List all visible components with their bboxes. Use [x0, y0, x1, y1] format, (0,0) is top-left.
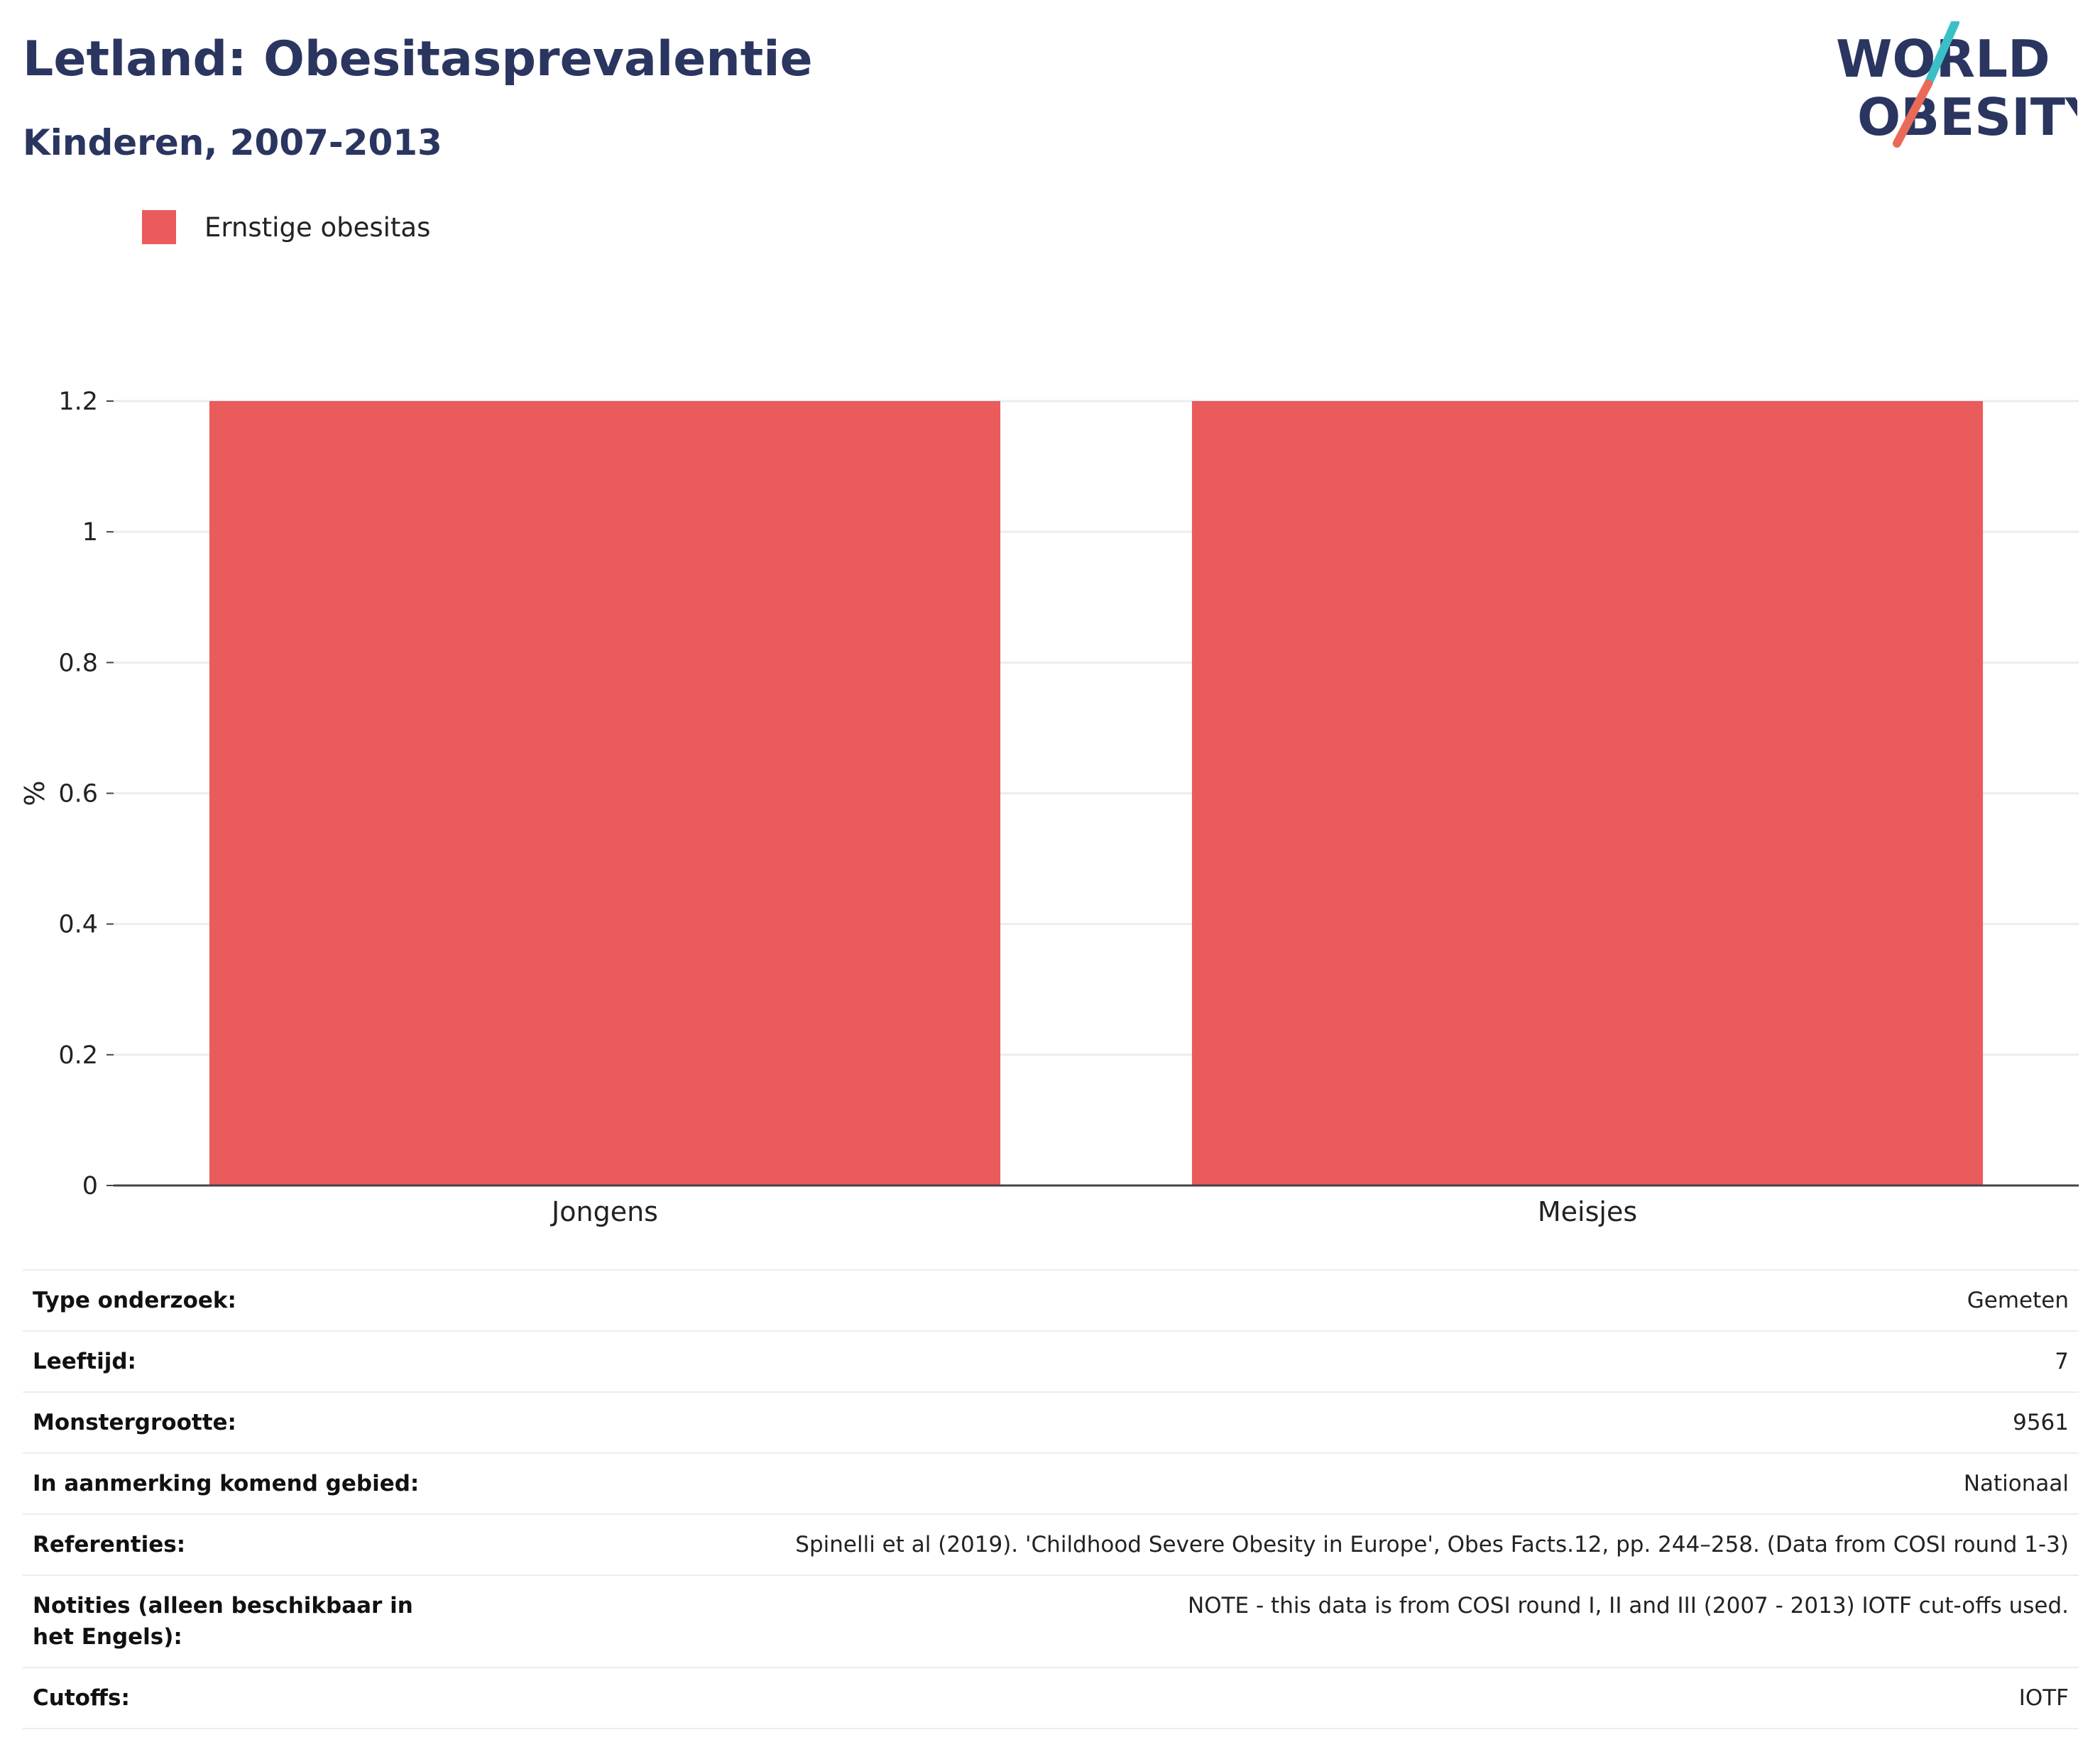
logo-slash-top [1924, 21, 1959, 88]
info-key: In aanmerking komend gebied: [33, 1471, 420, 1496]
info-value: IOTF [2018, 1685, 2069, 1711]
info-value: Gemeten [1967, 1288, 2069, 1313]
info-value: Nationaal [1963, 1471, 2069, 1496]
info-value: Spinelli et al (2019). 'Childhood Severe… [795, 1532, 2069, 1557]
world-obesity-logo: WORLD OBESITY [1836, 21, 2077, 148]
chart-title: Letland: Obesitasprevalentie [23, 31, 813, 87]
y-tick-label: 1 [82, 518, 98, 547]
info-key: Leeftijd: [33, 1349, 136, 1374]
y-tick-label: 0.4 [58, 911, 98, 939]
x-tick-label: Meisjes [1538, 1196, 1637, 1227]
info-key: Notities (alleen beschikbaar in het Enge… [33, 1593, 413, 1650]
logo-slash-bottom [1893, 80, 1932, 148]
info-key: Type onderzoek: [33, 1288, 236, 1313]
y-tick-label: 1.2 [58, 388, 98, 416]
chart-subtitle: Kinderen, 2007-2013 [23, 122, 442, 163]
legend[interactable]: Ernstige obesitas [142, 210, 430, 244]
y-tick-label: 0.6 [58, 780, 98, 809]
info-row: Monstergrootte: 9561 [23, 1392, 2079, 1453]
info-row: Notities (alleen beschikbaar in het Enge… [23, 1575, 2079, 1667]
x-tick-label: Jongens [550, 1196, 658, 1227]
bars [209, 401, 1984, 1185]
info-key: Cutoffs: [33, 1685, 130, 1711]
info-row: In aanmerking komend gebied: Nationaal [23, 1453, 2079, 1514]
info-value: 7 [2055, 1349, 2069, 1374]
info-row: Referenties: Spinelli et al (2019). 'Chil… [23, 1514, 2079, 1575]
info-key: Monstergrootte: [33, 1410, 236, 1435]
info-row: Cutoffs: IOTF [23, 1667, 2079, 1729]
legend-swatch-severe-obesity [142, 210, 176, 244]
legend-label-severe-obesity: Ernstige obesitas [204, 212, 431, 243]
info-value: 9561 [2013, 1410, 2069, 1435]
info-row: Type onderzoek: Gemeten [23, 1270, 2079, 1331]
bar-jongens[interactable] [209, 401, 1001, 1185]
y-tick-label: 0.8 [58, 649, 98, 677]
bar-meisjes[interactable] [1191, 401, 1984, 1185]
y-axis-label: % [19, 780, 50, 806]
info-table: Type onderzoek: Gemeten Leeftijd: 7 Monsterg… [23, 1269, 2079, 1729]
y-tick-label: 0.2 [58, 1041, 98, 1070]
info-key: Referenties: [33, 1532, 186, 1557]
x-axis-labels: Jongens Meisjes [550, 1196, 1637, 1227]
logo-line2: OBESITY [1857, 87, 2077, 147]
y-tick-label: 0 [82, 1172, 98, 1200]
bar-chart: 0 0.2 0.4 0.6 0.8 1 1.2 Jongens Meisjes % [19, 388, 2079, 1227]
info-value: NOTE - this data is from COSI round I, I… [1188, 1593, 2069, 1619]
y-axis-ticks: 0 0.2 0.4 0.6 0.8 1 1.2 [58, 388, 114, 1200]
info-row: Leeftijd: 7 [23, 1331, 2079, 1392]
